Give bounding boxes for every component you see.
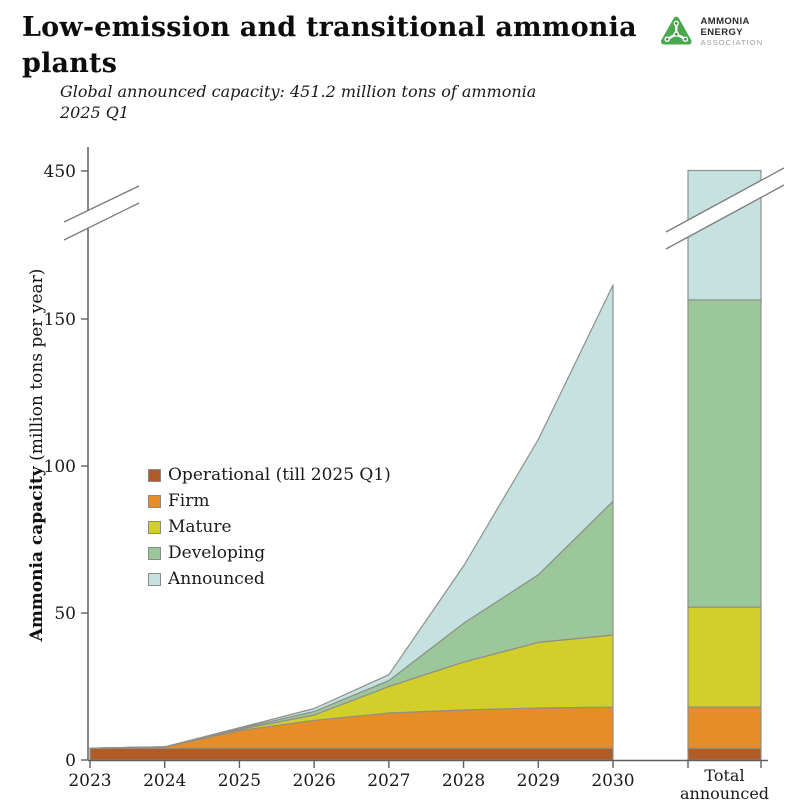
x-tick-label-2028: 2028	[442, 771, 485, 791]
area-operational	[89, 747, 614, 761]
x-tick-label-2027: 2027	[367, 771, 410, 791]
legend-label-developing: Developing	[168, 543, 266, 563]
y-axis-title: Ammonia capacity (million tons per year)	[27, 269, 47, 643]
x-tick-label-2024: 2024	[143, 771, 186, 791]
legend-item-operational: Operational (till 2025 Q1)	[148, 462, 391, 488]
x-tick-label-2023: 2023	[68, 771, 111, 791]
legend-label-operational: Operational (till 2025 Q1)	[168, 465, 391, 485]
legend-item-firm: Firm	[148, 488, 391, 514]
page-title: Low-emission and transitional ammonia pl…	[22, 12, 637, 79]
x-tick-label-2029: 2029	[517, 771, 560, 791]
x-tick-label-2025: 2025	[218, 771, 261, 791]
ammonia-energy-logo-icon	[660, 16, 692, 45]
bar-break-line-lower	[665, 184, 785, 250]
ammonia-energy-logo: AMMONIA ENERGY ASSOCIATION	[660, 15, 791, 49]
legend-swatch-developing	[148, 546, 161, 560]
legend-swatch-mature	[148, 520, 161, 534]
legend-swatch-announced	[148, 572, 161, 586]
total-bar-segment-developing	[687, 299, 762, 608]
logo-org-subname: ASSOCIATION	[700, 37, 764, 47]
bar-break-mask	[666, 168, 784, 249]
logo-org-name: AMMONIA ENERGY	[700, 15, 750, 38]
y-tick-label-150: 150	[44, 310, 76, 330]
x-tick-label-2026: 2026	[293, 771, 336, 791]
y-axis-break-line-upper	[63, 185, 140, 223]
total-bar-label-line1: Total	[704, 766, 744, 785]
legend-item-developing: Developing	[148, 540, 391, 566]
y-tick-label-450: 450	[44, 162, 76, 182]
y-tick-label-0: 0	[65, 751, 76, 771]
y-axis-break-mask	[64, 186, 139, 240]
chart-legend: Operational (till 2025 Q1) Firm Mature Deve…	[148, 462, 391, 592]
legend-label-mature: Mature	[168, 517, 232, 537]
area-announced	[89, 284, 614, 749]
legend-swatch-firm	[148, 494, 161, 508]
legend-swatch-operational	[148, 468, 161, 482]
subtitle-line-1: Global announced capacity: 451.2 million…	[60, 82, 537, 101]
bar-break-line-upper	[665, 167, 785, 233]
legend-item-announced: Announced	[148, 566, 391, 592]
logo-text: AMMONIA ENERGY ASSOCIATION	[700, 15, 791, 47]
total-bar-segment-operational	[687, 747, 762, 761]
x-tick-label-2030: 2030	[591, 771, 634, 791]
legend-label-announced: Announced	[168, 569, 265, 589]
subtitle-line-2: 2025 Q1	[60, 102, 130, 122]
legend-label-firm: Firm	[168, 491, 210, 511]
legend-item-mature: Mature	[148, 514, 391, 540]
total-bar-segment-firm	[687, 706, 762, 749]
total-bar-segment-mature	[687, 606, 762, 708]
total-bar-label-line2: announced	[680, 784, 769, 803]
chart-subtitle: Global announced capacity: 451.2 million…	[60, 82, 536, 124]
y-tick-label-100: 100	[44, 457, 76, 477]
y-tick-label-50: 50	[54, 604, 76, 624]
y-axis-break-line-lower	[63, 202, 140, 241]
